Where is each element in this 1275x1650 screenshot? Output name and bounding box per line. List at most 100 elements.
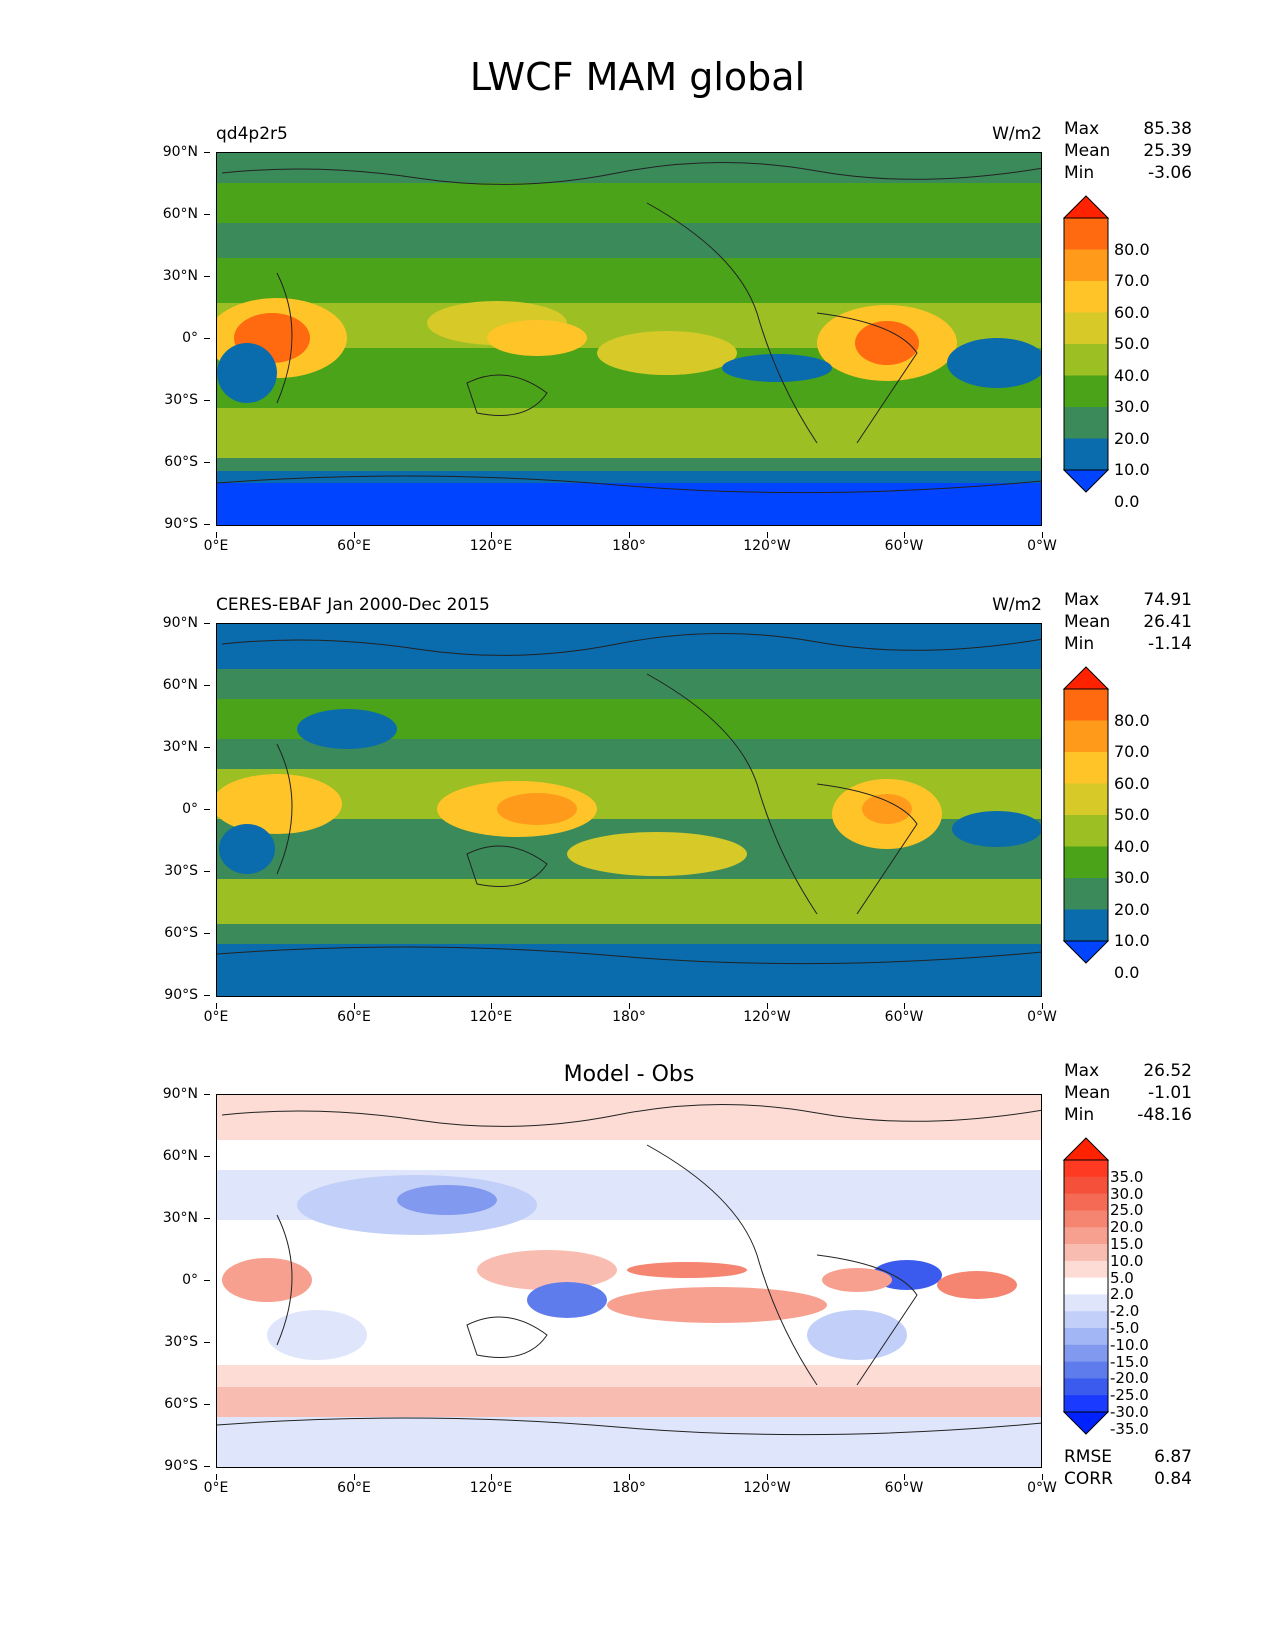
colorbar-tick-label: 70.0	[1114, 742, 1150, 761]
lat-tick: 30°S	[142, 392, 210, 408]
lon-tick: 60°W	[869, 1474, 939, 1496]
map-field	[217, 1095, 1041, 1467]
panel-left-label: CERES-EBAF Jan 2000-Dec 2015	[216, 595, 490, 615]
colorbar-tick-label: -15.0	[1110, 1352, 1149, 1371]
lat-tick: 30°N	[142, 739, 210, 755]
colorbar-outline	[1063, 1159, 1109, 1413]
colorbar-tick-label: 10.0	[1114, 931, 1150, 950]
stat-label: RMSE	[1064, 1447, 1113, 1467]
panel-center-label: Model - Obs	[563, 1062, 695, 1087]
lon-tick: 120°E	[456, 1474, 526, 1496]
lat-tick: 30°S	[142, 863, 210, 879]
lat-tick: 0°	[142, 1272, 210, 1288]
colorbar-segment	[1064, 344, 1108, 376]
colorbar-tick-label: -25.0	[1110, 1386, 1149, 1405]
colorbar-outline	[1063, 688, 1109, 942]
stat-label: CORR	[1064, 1469, 1113, 1489]
panel-units-label: W/m2	[992, 124, 1042, 144]
colorbar	[1062, 1137, 1110, 1435]
colorbar-tick-label: 60.0	[1114, 302, 1150, 322]
colorbar-tick-label: 80.0	[1114, 239, 1150, 259]
colorbar-tick-label: 35.0	[1110, 1167, 1144, 1186]
lat-tick: 90°N	[142, 615, 210, 631]
colorbar-tick-label: 80.0	[1114, 710, 1150, 730]
colorbar-segment	[1064, 1244, 1108, 1262]
lon-tick: 0°E	[181, 1003, 251, 1025]
colorbar-tick-label: -30.0	[1110, 1403, 1149, 1421]
rmse-corr-box: RMSE 6.87 CORR 0.84	[1064, 1446, 1192, 1490]
colorbar	[1062, 666, 1110, 964]
colorbar-segment	[1064, 1344, 1108, 1363]
stat-value: 26.41	[1143, 612, 1192, 632]
colorbar-segment	[1064, 1210, 1108, 1228]
stat-label: Min	[1064, 1105, 1095, 1125]
colorbar-tick-label: 20.0	[1114, 428, 1150, 448]
colorbar-tick-label: 70.0	[1114, 271, 1150, 290]
colorbar-tick-label: -2.0	[1110, 1302, 1140, 1321]
colorbar-segment	[1064, 846, 1108, 879]
colorbar-tick-label: 10.0	[1110, 1251, 1144, 1270]
colorbar-extend-top	[1062, 1137, 1110, 1161]
lat-tick: 60°N	[142, 206, 210, 222]
lon-tick: 120°E	[456, 1003, 526, 1025]
colorbar-segment	[1064, 1328, 1108, 1346]
colorbar-tick-label: 40.0	[1114, 365, 1150, 385]
colorbar-segment	[1064, 1294, 1108, 1312]
map-field	[217, 153, 1041, 525]
colorbar-tick-label: 60.0	[1114, 773, 1150, 793]
stat-value: -1.14	[1148, 634, 1192, 654]
stat-label: Mean	[1064, 612, 1111, 632]
colorbar-tick-label: 20.0	[1110, 1218, 1144, 1237]
colorbar-segment	[1064, 1160, 1108, 1178]
colorbar-segment	[1064, 218, 1108, 250]
stat-value: 25.39	[1143, 141, 1192, 161]
lon-tick: 0°E	[181, 532, 251, 554]
lon-tick: 0°W	[1007, 1474, 1077, 1496]
lon-tick: 180°	[594, 532, 664, 554]
lat-tick: 60°N	[142, 1148, 210, 1164]
stat-label: Min	[1064, 634, 1095, 654]
colorbar-tick-label: 30.0	[1114, 397, 1150, 416]
colorbar-extend-bottom	[1062, 940, 1110, 964]
stat-label: Mean	[1064, 1083, 1111, 1103]
lon-tick: 120°W	[732, 1003, 802, 1025]
map-model	[216, 152, 1042, 526]
lon-tick: 0°W	[1007, 532, 1077, 554]
colorbar-segment	[1064, 249, 1108, 282]
colorbar-segment	[1064, 1395, 1108, 1413]
panel-units-label: W/m2	[992, 595, 1042, 615]
colorbar-outline	[1063, 217, 1109, 471]
colorbar-segment	[1064, 815, 1108, 847]
colorbar-extend-bottom	[1062, 469, 1110, 493]
lat-tick: 30°S	[142, 1334, 210, 1350]
figure-title: LWCF MAM global	[469, 55, 806, 99]
stat-value: 0.84	[1154, 1469, 1192, 1489]
stat-label: Max	[1064, 1061, 1100, 1081]
colorbar-segment	[1064, 1277, 1108, 1295]
colorbar-tick-label: 10.0	[1114, 460, 1150, 479]
stat-label: Min	[1064, 163, 1095, 183]
lat-tick: 0°	[142, 330, 210, 346]
colorbar-tick-label: 50.0	[1114, 805, 1150, 824]
colorbar-tick-label: 15.0	[1110, 1235, 1144, 1253]
colorbar-segment	[1064, 752, 1108, 784]
colorbar-tick-label: -10.0	[1110, 1335, 1149, 1354]
colorbar-segment	[1064, 312, 1108, 345]
stat-value: 74.91	[1143, 590, 1192, 610]
lon-tick: 60°E	[319, 532, 389, 554]
stats-box: Max 26.52 Mean -1.01 Min -48.16	[1064, 1060, 1192, 1126]
colorbar-tick-label: -35.0	[1110, 1419, 1149, 1438]
colorbar-tick-label: 5.0	[1110, 1268, 1134, 1287]
lat-tick: 60°N	[142, 677, 210, 693]
panel-diff: Model - Obs 90	[0, 0, 1275, 1496]
colorbar	[1062, 195, 1110, 493]
map-diff	[216, 1094, 1042, 1468]
map-field	[217, 624, 1041, 996]
map-obs	[216, 623, 1042, 997]
panel-obs: CERES-EBAF Jan 2000-Dec 2015 W/m2	[0, 0, 1275, 1025]
stat-label: Max	[1064, 119, 1100, 139]
colorbar-tick-label: 30.0	[1114, 868, 1150, 887]
colorbar-segment	[1064, 909, 1108, 942]
colorbar-tick-label: 0.0	[1114, 962, 1140, 982]
colorbar-segment	[1064, 783, 1108, 816]
